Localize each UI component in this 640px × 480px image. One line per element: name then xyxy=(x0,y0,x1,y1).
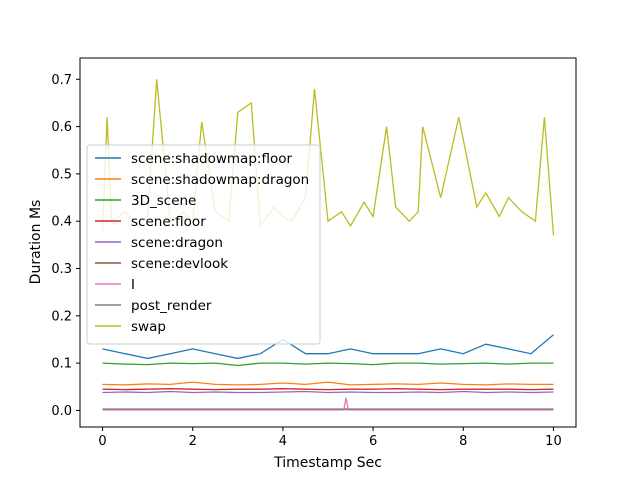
y-tick-label: 0.5 xyxy=(51,167,72,182)
x-tick-label: 2 xyxy=(189,434,197,449)
y-tick-label: 0.2 xyxy=(51,309,72,324)
x-tick-label: 6 xyxy=(369,434,377,449)
series-line-3 xyxy=(102,388,554,391)
legend-label: scene:devlook xyxy=(131,256,228,272)
y-tick-label: 0.6 xyxy=(51,120,72,135)
legend-label: scene:dragon xyxy=(131,235,223,251)
y-tick-label: 0.0 xyxy=(51,404,72,419)
x-tick-label: 4 xyxy=(279,434,287,449)
x-axis: 0 2 4 6 8 10 xyxy=(98,427,562,449)
series-line-4 xyxy=(102,390,554,394)
y-tick-label: 0.3 xyxy=(51,262,72,277)
x-axis-label: Timestamp Sec xyxy=(273,455,382,471)
y-axis-label: Duration Ms xyxy=(28,200,44,285)
legend-label: swap xyxy=(131,319,166,335)
series-line-1 xyxy=(102,381,554,386)
x-tick-label: 8 xyxy=(459,434,467,449)
legend-label: I xyxy=(131,277,135,293)
y-axis: 0.0 0.1 0.2 0.3 0.4 0.5 0.6 0.7 xyxy=(51,73,80,419)
legend-label: scene:shadowmap:dragon xyxy=(131,172,309,188)
plot-frame xyxy=(79,57,577,428)
y-tick-label: 0.1 xyxy=(51,357,72,372)
y-tick-label: 0.4 xyxy=(51,215,72,230)
legend-label: 3D_scene xyxy=(131,193,196,209)
legend-label: scene:shadowmap:floor xyxy=(131,151,292,167)
series-line-2 xyxy=(102,362,554,367)
series-line-0 xyxy=(102,334,554,360)
x-tick-label: 10 xyxy=(545,434,562,449)
y-tick-label: 0.7 xyxy=(51,73,72,88)
x-tick-label: 0 xyxy=(98,434,106,449)
legend: scene:shadowmap:floor scene:shadowmap:dra… xyxy=(86,144,321,345)
legend-label: post_render xyxy=(131,298,212,314)
legend-box xyxy=(86,144,321,345)
series-line-6 xyxy=(102,397,554,411)
legend-label: scene:floor xyxy=(131,214,206,230)
